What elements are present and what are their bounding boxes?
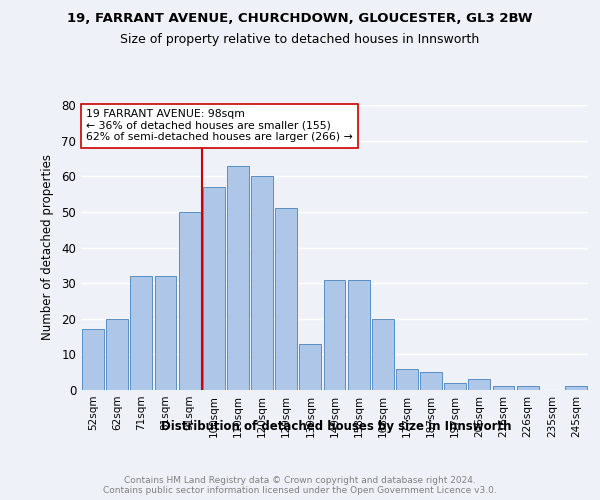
Bar (348, 280, 370, 390)
Bar (493, 386, 514, 390)
Text: 19, FARRANT AVENUE, CHURCHDOWN, GLOUCESTER, GL3 2BW: 19, FARRANT AVENUE, CHURCHDOWN, GLOUCEST… (67, 12, 533, 26)
Bar (565, 386, 587, 390)
Bar (106, 319, 128, 390)
Bar (372, 319, 394, 390)
Bar (323, 280, 346, 390)
Text: 19 FARRANT AVENUE: 98sqm
← 36% of detached houses are smaller (155)
62% of semi-: 19 FARRANT AVENUE: 98sqm ← 36% of detach… (86, 110, 353, 142)
Bar (396, 368, 418, 390)
Y-axis label: Number of detached properties: Number of detached properties (41, 154, 55, 340)
Text: Size of property relative to detached houses in Innsworth: Size of property relative to detached ho… (121, 32, 479, 46)
Bar (179, 212, 200, 390)
Bar (469, 380, 490, 390)
Bar (445, 383, 466, 390)
Bar (130, 276, 152, 390)
Bar (517, 386, 539, 390)
Bar (299, 344, 321, 390)
Bar (275, 208, 297, 390)
Bar (82, 330, 104, 390)
Bar (227, 166, 249, 390)
Bar (251, 176, 273, 390)
Text: Contains HM Land Registry data © Crown copyright and database right 2024.
Contai: Contains HM Land Registry data © Crown c… (103, 476, 497, 495)
Text: Distribution of detached houses by size in Innsworth: Distribution of detached houses by size … (161, 420, 511, 433)
Bar (203, 187, 224, 390)
Bar (420, 372, 442, 390)
Bar (155, 276, 176, 390)
